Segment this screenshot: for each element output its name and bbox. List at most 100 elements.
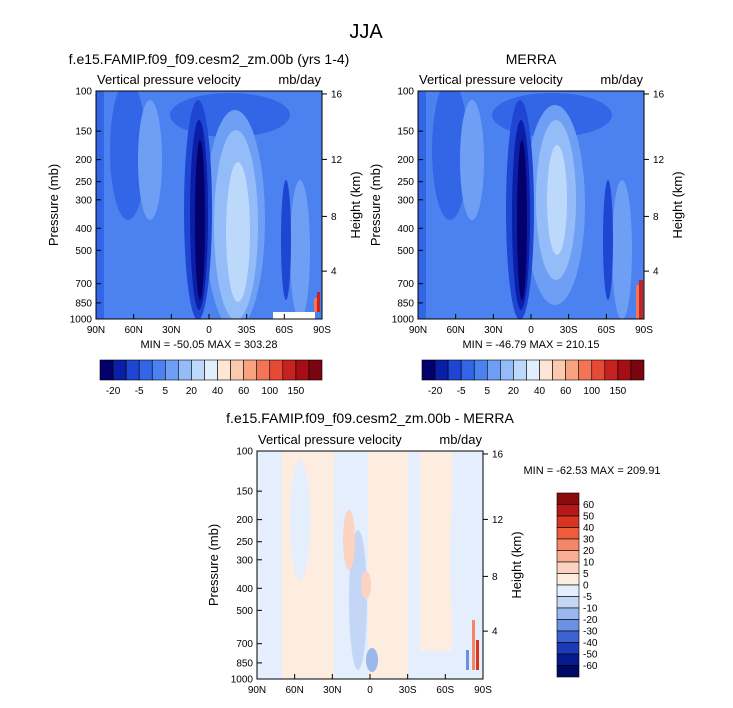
colorbar-label: 20 xyxy=(186,386,198,397)
page-title: JJA xyxy=(349,21,383,43)
panel-difference: f.e15.FAMIP.f09_f09.cesm2_zm.00b - MERRA… xyxy=(206,410,660,696)
y-tick-label: 150 xyxy=(236,487,253,498)
colorbar-swatch xyxy=(421,359,436,381)
min-max-stats: MIN = -46.79 MAX = 210.15 xyxy=(463,339,600,351)
cool-patch-tropics xyxy=(349,530,367,670)
colorbar-swatch xyxy=(473,359,488,381)
colorbar-swatch xyxy=(269,359,284,381)
colorbar-swatch xyxy=(556,653,580,666)
panel-subtitle-left: Vertical pressure velocity xyxy=(258,432,402,447)
colorbar-label: -5 xyxy=(583,592,592,603)
y-tick-label: 400 xyxy=(236,584,253,595)
colorbar-label: 20 xyxy=(583,546,595,557)
y-tick-label: 850 xyxy=(397,298,414,309)
y-tick-label: 500 xyxy=(397,246,414,257)
x-tick-label: 30S xyxy=(560,325,578,336)
colorbar-swatch xyxy=(556,550,580,563)
y-right-tick-label: 4 xyxy=(331,267,337,278)
y-tick-label: 100 xyxy=(75,87,92,98)
colorbar-swatch xyxy=(99,359,114,381)
y-tick-label: 1000 xyxy=(392,315,415,326)
panel-subtitle-right: mb/day xyxy=(439,432,482,447)
panel-title: MERRA xyxy=(506,51,557,67)
colorbar-swatch xyxy=(256,359,271,381)
min-max-stats: MIN = -62.53 MAX = 209.91 xyxy=(524,465,661,477)
y-tick-label: 250 xyxy=(75,177,92,188)
colorbar-swatch xyxy=(282,359,297,381)
colorbar-label: 60 xyxy=(583,500,595,511)
colorbar-swatch xyxy=(556,527,580,540)
colorbar-label: 5 xyxy=(583,569,589,580)
colorbar-swatch xyxy=(164,359,179,381)
band-tropics-light xyxy=(460,100,484,220)
colorbar-swatch xyxy=(565,359,580,381)
band-sh-dark xyxy=(281,180,291,300)
x-tick-label: 30N xyxy=(323,685,341,696)
cool-patch-near-surface xyxy=(366,648,378,672)
colorbar-swatch xyxy=(447,359,462,381)
y-right-tick-label: 16 xyxy=(653,89,665,100)
band-itcz-core xyxy=(517,140,527,300)
colorbar-swatch xyxy=(552,359,566,381)
panel-model: f.e15.FAMIP.f09_f09.cesm2_zm.00b (yrs 1-… xyxy=(46,51,363,397)
x-tick-label: 90S xyxy=(313,325,331,336)
x-tick-label: 60N xyxy=(285,685,303,696)
colorbar-swatch xyxy=(591,359,606,381)
panel-subtitle-left: Vertical pressure velocity xyxy=(419,72,563,87)
y-tick-label: 250 xyxy=(236,537,253,548)
colorbar-swatch xyxy=(556,492,580,505)
y-right-axis-label: Height (km) xyxy=(509,531,524,598)
x-tick-label: 60S xyxy=(275,325,293,336)
band-sh-light xyxy=(290,180,310,319)
colorbar-label: 100 xyxy=(261,386,278,397)
colorbar-label: -20 xyxy=(428,386,443,397)
colorbar-label: 40 xyxy=(583,523,595,534)
plot-area xyxy=(257,451,483,679)
colorbar-swatch xyxy=(556,504,580,517)
x-tick-label: 90S xyxy=(474,685,492,696)
polar-warm-1 xyxy=(314,298,317,312)
x-tick-label: 30S xyxy=(238,325,256,336)
colorbar-label: 50 xyxy=(583,512,595,523)
missing-data xyxy=(273,312,315,319)
y-tick-label: 300 xyxy=(236,555,253,566)
warm-patch-2 xyxy=(361,571,371,599)
colorbar-swatch xyxy=(112,359,127,381)
band-tropics-light xyxy=(138,100,162,220)
y-tick-label: 1000 xyxy=(231,675,254,686)
colorbar-label: 100 xyxy=(583,386,600,397)
x-tick-label: 90N xyxy=(409,325,427,336)
band-itcz-core xyxy=(195,140,205,300)
y-axis-label: Pressure (mb) xyxy=(368,164,383,246)
colorbar-label: 150 xyxy=(610,386,627,397)
colorbar-swatch xyxy=(434,359,449,381)
colorbar-swatch xyxy=(539,359,553,381)
y-tick-label: 500 xyxy=(236,606,253,617)
band-edge-left xyxy=(418,91,426,319)
colorbar-label: 5 xyxy=(163,386,169,397)
band-edge-left xyxy=(96,91,104,319)
y-right-tick-label: 16 xyxy=(492,449,504,460)
colorbar-swatch xyxy=(556,561,580,574)
x-tick-label: 60S xyxy=(597,325,615,336)
y-right-tick-label: 8 xyxy=(492,572,498,583)
colorbar-swatch xyxy=(556,642,580,655)
panel-merra: MERRA Vertical pressure velocity mb/day … xyxy=(368,51,685,397)
y-tick-label: 850 xyxy=(236,658,253,669)
colorbar-swatch xyxy=(217,359,231,381)
colorbar-swatch xyxy=(230,359,244,381)
colorbar-swatch xyxy=(556,630,580,643)
polar-warm-2 xyxy=(476,640,479,670)
polar-cool xyxy=(466,650,469,670)
x-tick-label: 90N xyxy=(248,685,266,696)
colorbar-swatch xyxy=(556,596,580,609)
band-sh-dark xyxy=(603,180,613,300)
y-tick-label: 400 xyxy=(397,224,414,235)
x-tick-label: 30N xyxy=(484,325,502,336)
y-tick-label: 150 xyxy=(397,127,414,138)
colorbar-swatch xyxy=(308,359,323,381)
y-tick-label: 100 xyxy=(236,447,253,458)
y-right-tick-label: 8 xyxy=(331,212,337,223)
x-tick-label: 60N xyxy=(446,325,464,336)
polar-warm-2 xyxy=(639,280,643,319)
